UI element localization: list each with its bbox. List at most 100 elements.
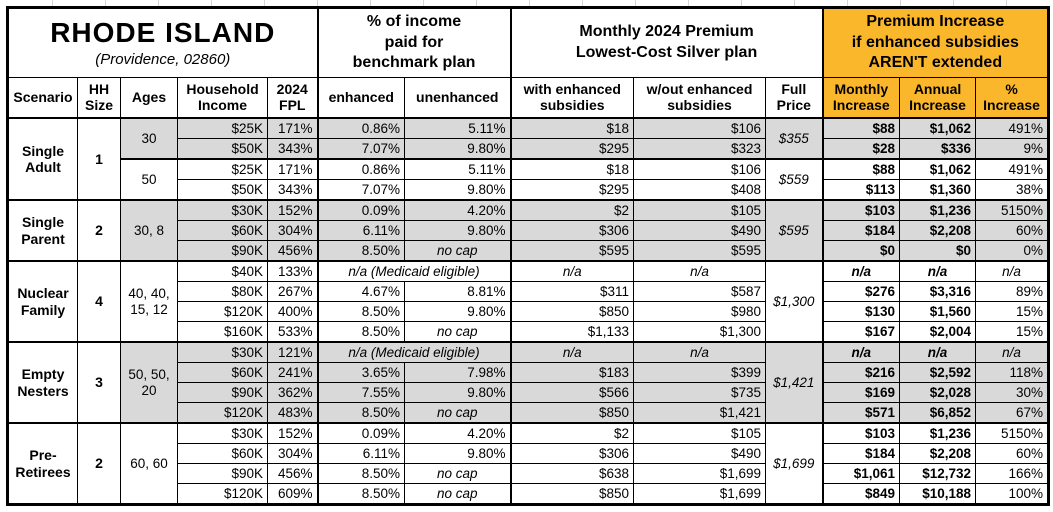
fpl-cell: 152%	[267, 199, 318, 221]
hh-size-cell: 2	[77, 422, 121, 505]
fpl-cell: 533%	[267, 321, 318, 343]
premium-without-subsidies-cell: $735	[633, 382, 767, 403]
premium-with-subsidies-cell: $311	[509, 281, 635, 302]
fpl-cell: 267%	[267, 281, 318, 302]
table-row: 50 $25K 171% 0.86% 5.11% $18 $106 $559 $88 $1,062…	[8, 158, 1050, 201]
annual-increase-cell: n/a	[899, 341, 977, 363]
enhanced-pct-cell: 8.50%	[316, 301, 405, 322]
pct-increase-cell: 60%	[975, 220, 1050, 241]
pct-increase-cell: 89%	[975, 281, 1050, 302]
pct-increase-cell: 0%	[975, 240, 1050, 262]
fpl-cell: 304%	[267, 443, 318, 464]
monthly-increase-cell: $113	[821, 179, 901, 201]
unenhanced-pct-cell: 5.11%	[403, 117, 512, 139]
fpl-cell: 152%	[267, 422, 318, 444]
income-cell: $25K	[177, 158, 268, 180]
pct-increase-cell: 15%	[975, 301, 1050, 322]
spreadsheet-gridline-strip	[0, 0, 1053, 7]
enhanced-pct-cell: 8.50%	[316, 240, 405, 262]
enhanced-pct-cell: 7.07%	[316, 179, 405, 201]
pct-increase-cell: 491%	[975, 117, 1050, 139]
annual-increase-cell: $1,062	[899, 117, 977, 139]
unenhanced-pct-cell: 4.20%	[403, 422, 512, 444]
fpl-cell: 400%	[267, 301, 318, 322]
enhanced-pct-cell: 8.50%	[316, 321, 405, 343]
annual-increase-cell: $1,560	[899, 301, 977, 322]
table-row: Nuclear Family 4 40, 40, 15, 12 $40K 133% n/a…	[7, 260, 1050, 343]
premium-with-subsidies-cell: $850	[509, 402, 635, 424]
premium-without-subsidies-cell: $399	[633, 362, 767, 383]
premium-without-subsidies-cell: $323	[633, 138, 767, 160]
table-row: $90K 456% 8.50% no cap $638 $1,699 $1,061 $12,7…	[8, 463, 1050, 484]
premium-without-subsidies-cell: $408	[633, 179, 767, 201]
col-header-ages: Ages	[120, 77, 178, 119]
monthly-increase-cell: $130	[821, 301, 901, 322]
premium-without-subsidies-cell: $105	[633, 199, 767, 221]
premium-with-subsidies-cell: $306	[509, 443, 635, 464]
premium-without-subsidies-cell: $490	[633, 443, 767, 464]
premium-with-subsidies-cell: $183	[509, 362, 635, 383]
full-price-cell: $1,421	[765, 341, 824, 424]
monthly-increase-cell: $103	[821, 199, 901, 221]
premium-without-subsidies-cell: $106	[633, 158, 767, 180]
pct-increase-cell: 5150%	[975, 199, 1050, 221]
fpl-cell: 609%	[267, 483, 318, 505]
premium-without-subsidies-cell: n/a	[633, 260, 767, 282]
annual-increase-cell: $1,360	[899, 179, 977, 201]
col-header-monthly-increase: Monthly Increase	[821, 77, 901, 119]
income-cell: $160K	[177, 321, 268, 343]
annual-increase-cell: $2,028	[899, 382, 977, 403]
income-cell: $60K	[177, 220, 268, 241]
ages-cell: 50	[120, 158, 178, 201]
enhanced-pct-cell: 8.50%	[316, 402, 405, 424]
ages-cell: 40, 40, 15, 12	[120, 260, 178, 343]
fpl-cell: 483%	[267, 402, 318, 424]
annual-increase-cell: $3,316	[899, 281, 977, 302]
table-row: $50K 343% 7.07% 9.80% $295 $323 $28 $336 9%	[8, 138, 1050, 160]
enhanced-pct-cell: 0.86%	[316, 158, 405, 180]
premium-with-subsidies-cell: $595	[509, 240, 635, 262]
hh-size-cell: 2	[77, 199, 121, 262]
monthly-increase-cell: $849	[821, 483, 901, 505]
enhanced-pct-cell: 0.09%	[316, 199, 405, 221]
monthly-increase-cell: $28	[821, 138, 901, 160]
premium-with-subsidies-cell: $638	[509, 463, 635, 484]
income-cell: $60K	[177, 443, 268, 464]
scenario-cell: Nuclear Family	[7, 260, 78, 343]
fpl-cell: 171%	[267, 158, 318, 180]
premium-without-subsidies-cell: n/a	[633, 341, 767, 363]
enhanced-pct-cell: 0.09%	[316, 422, 405, 444]
scenario-cell: Single Adult	[7, 117, 78, 201]
ages-cell: 60, 60	[120, 422, 178, 505]
premium-with-subsidies-cell: $18	[509, 117, 635, 139]
unenhanced-pct-cell: 8.81%	[403, 281, 512, 302]
enhanced-pct-cell: n/a (Medicaid eligible)	[316, 260, 512, 282]
premium-without-subsidies-cell: $106	[633, 117, 767, 139]
annual-increase-cell: $2,208	[899, 443, 977, 464]
fpl-cell: 304%	[267, 220, 318, 241]
col-header-enhanced: enhanced	[316, 77, 405, 119]
column-header-row: Scenario HH Size Ages Household Income 2024 …	[7, 77, 1050, 119]
col-header-hh-size: HH Size	[77, 77, 121, 119]
unenhanced-pct-cell: no cap	[403, 463, 512, 484]
table-row: $120K 609% 8.50% no cap $850 $1,699 $849 $10,18…	[8, 483, 1050, 505]
premium-with-subsidies-cell: $295	[509, 138, 635, 160]
monthly-increase-cell: $88	[821, 117, 901, 139]
pct-increase-cell: 38%	[975, 179, 1050, 201]
monthly-increase-cell: $276	[821, 281, 901, 302]
premium-with-subsidies-cell: $566	[509, 382, 635, 403]
income-cell: $90K	[177, 240, 268, 262]
premium-with-subsidies-cell: n/a	[509, 341, 635, 363]
ages-cell: 30	[120, 117, 178, 160]
full-price-cell: $1,300	[765, 260, 824, 343]
scenario-cell: Pre- Retirees	[7, 422, 78, 505]
fpl-cell: 362%	[267, 382, 318, 403]
enhanced-pct-cell: 6.11%	[316, 443, 405, 464]
col-header-household-income: Household Income	[177, 77, 268, 119]
unenhanced-pct-cell: 9.80%	[403, 382, 512, 403]
premium-with-subsidies-cell: $18	[509, 158, 635, 180]
income-cell: $120K	[177, 402, 268, 424]
pct-increase-cell: 30%	[975, 382, 1050, 403]
premium-with-subsidies-cell: $1,133	[509, 321, 635, 343]
table-title-cell: RHODE ISLAND (Providence, 02860)	[7, 7, 318, 78]
